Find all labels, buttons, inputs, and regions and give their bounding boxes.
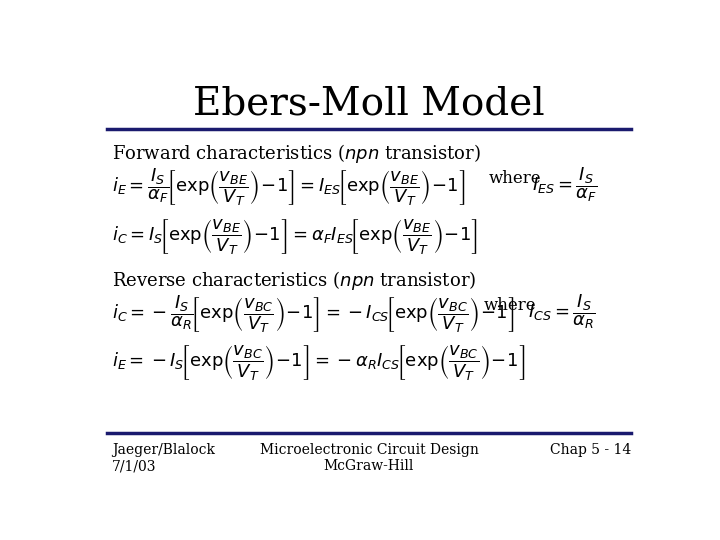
Text: Reverse characteristics ($npn$ transistor): Reverse characteristics ($npn$ transisto… [112, 268, 477, 292]
Text: $I_{CS} = \dfrac{I_S}{\alpha_R}$: $I_{CS} = \dfrac{I_S}{\alpha_R}$ [528, 293, 596, 332]
Text: $i_C = I_S\!\left[\exp\!\left(\dfrac{v_{BE}}{V_T}\right)\!-\!1\right] = \alpha_F: $i_C = I_S\!\left[\exp\!\left(\dfrac{v_{… [112, 217, 478, 255]
Text: $i_E = -I_S\!\left[\exp\!\left(\dfrac{v_{BC}}{V_T}\right)\!-\!1\right] = -\alpha: $i_E = -I_S\!\left[\exp\!\left(\dfrac{v_… [112, 343, 526, 382]
Text: $i_C = -\dfrac{I_S}{\alpha_R}\!\left[\exp\!\left(\dfrac{v_{BC}}{V_T}\right)\!-\!: $i_C = -\dfrac{I_S}{\alpha_R}\!\left[\ex… [112, 294, 515, 335]
Text: Forward characteristics ($npn$ transistor): Forward characteristics ($npn$ transisto… [112, 141, 481, 165]
Text: where: where [484, 297, 536, 314]
Text: Jaeger/Blalock
7/1/03: Jaeger/Blalock 7/1/03 [112, 443, 215, 474]
Text: $i_E = \dfrac{I_S}{\alpha_F}\!\left[\exp\!\left(\dfrac{v_{BE}}{V_T}\right)\!-\!1: $i_E = \dfrac{I_S}{\alpha_F}\!\left[\exp… [112, 167, 466, 208]
Text: Microelectronic Circuit Design
McGraw-Hill: Microelectronic Circuit Design McGraw-Hi… [260, 443, 478, 474]
Text: $I_{ES} = \dfrac{I_S}{\alpha_F}$: $I_{ES} = \dfrac{I_S}{\alpha_F}$ [533, 166, 598, 205]
Text: Ebers-Moll Model: Ebers-Moll Model [193, 85, 545, 123]
Text: where: where [489, 170, 541, 187]
Text: Chap 5 - 14: Chap 5 - 14 [550, 443, 631, 457]
